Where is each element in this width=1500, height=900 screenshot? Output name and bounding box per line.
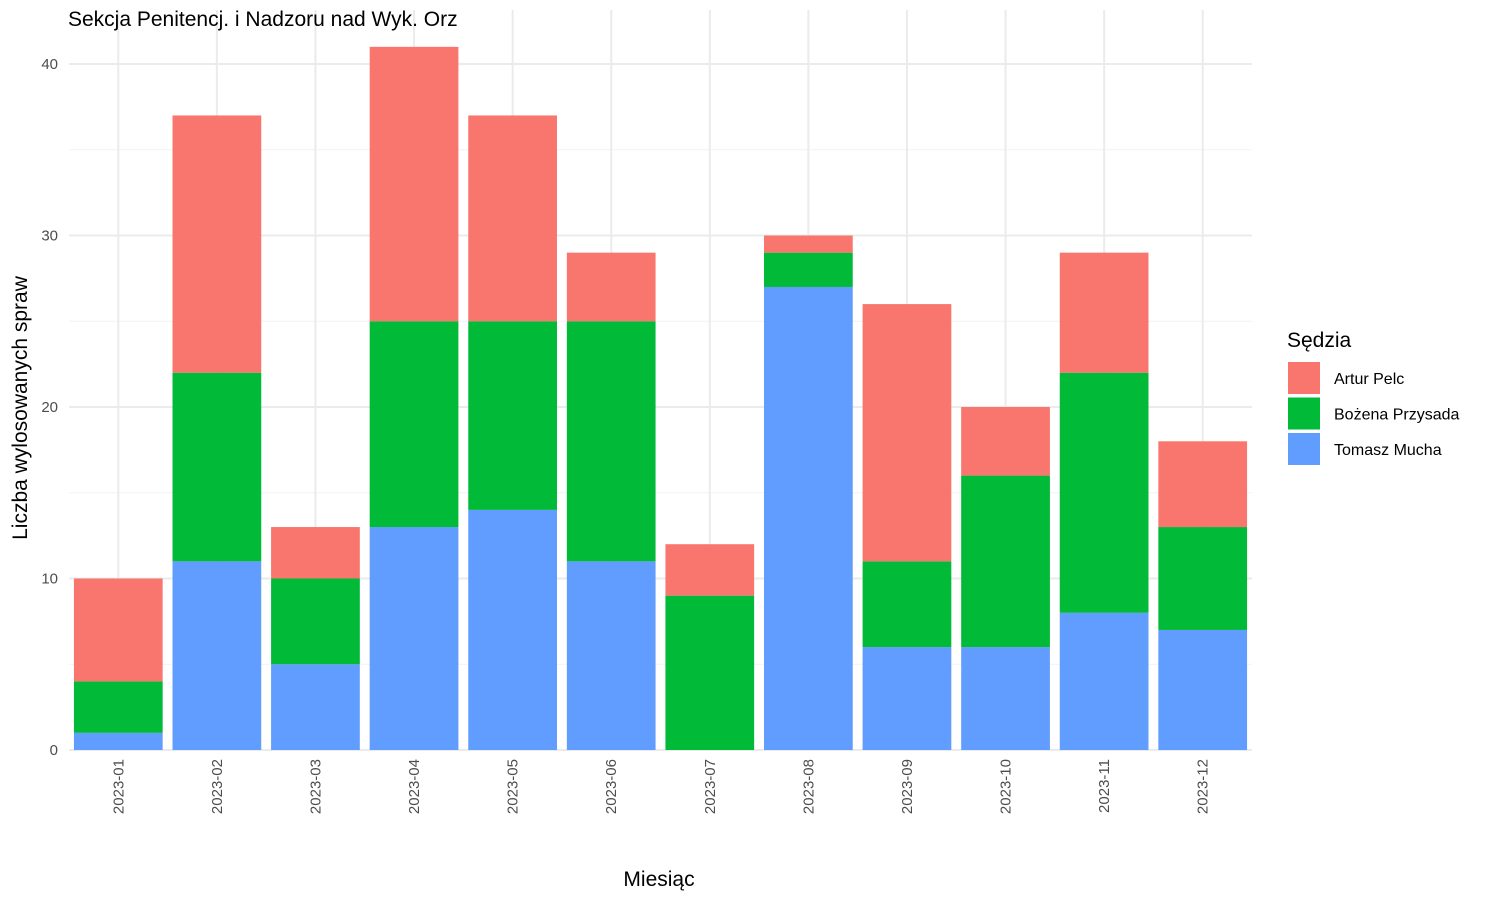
bars [73, 46, 1248, 750]
legend-items: Artur Pelc Bożena Przysada Tomasz Mucha [1288, 362, 1460, 465]
bar-segment [764, 286, 853, 750]
bar-segment [271, 578, 360, 665]
x-tick-label: 2023-02 [209, 759, 226, 814]
bar-segment [369, 46, 459, 322]
legend-swatch [1288, 433, 1320, 465]
x-tick-label: 2023-09 [899, 759, 916, 814]
bar-segment [961, 647, 1050, 750]
bar-segment [1158, 629, 1248, 750]
x-tick-label: 2023-06 [603, 759, 620, 814]
y-tick-label: 40 [41, 56, 58, 73]
bar-segment [172, 115, 262, 373]
bar-segment [1158, 527, 1248, 630]
bar-segment [172, 561, 262, 750]
x-tick-label: 2023-03 [307, 759, 324, 814]
y-tick-label: 10 [41, 571, 58, 588]
y-tick-label: 30 [41, 228, 58, 245]
y-tick-label: 0 [50, 742, 58, 759]
legend-label: Tomasz Mucha [1334, 442, 1442, 459]
bar-segment [665, 595, 755, 750]
x-axis-ticks: 2023-01 2023-02 2023-03 2023-04 2023-05 2023-… [110, 759, 1211, 814]
bar-segment [566, 561, 656, 750]
bar-segment [764, 235, 853, 253]
bar-segment [271, 664, 360, 750]
x-tick-label: 2023-11 [1096, 759, 1113, 813]
x-tick-label: 2023-07 [702, 759, 719, 814]
bar-segment [1059, 612, 1149, 750]
bar-segment [73, 681, 163, 733]
legend-title: Sędzia [1287, 329, 1352, 352]
chart-title: Sekcja Penitencj. i Nadzoru nad Wyk. Orz [68, 8, 458, 31]
bar-segment [73, 578, 163, 682]
x-tick-label: 2023-04 [406, 759, 423, 814]
legend-swatch [1288, 362, 1320, 394]
legend-label: Artur Pelc [1334, 371, 1404, 388]
x-tick-label: 2023-12 [1195, 759, 1212, 814]
x-tick-label: 2023-08 [800, 759, 817, 814]
x-axis-title: Miesiąc [623, 868, 694, 891]
legend-label: Bożena Przysada [1334, 407, 1460, 424]
bar-segment [1059, 252, 1149, 373]
bar-segment [862, 561, 952, 648]
bar-segment [961, 475, 1050, 648]
bar-segment [1059, 372, 1149, 613]
bar-segment [862, 647, 952, 750]
bar-segment [468, 115, 557, 322]
y-tick-label: 20 [41, 399, 58, 416]
bar-segment [961, 407, 1050, 476]
x-tick-label: 2023-10 [998, 759, 1015, 814]
x-tick-label: 2023-05 [505, 759, 522, 814]
bar-segment [369, 527, 459, 750]
legend: Sędzia Artur Pelc Bożena Przysada Tomasz M… [1287, 329, 1460, 465]
bar-segment [271, 527, 360, 579]
x-tick-label: 2023-01 [110, 759, 127, 814]
bar-segment [566, 321, 656, 562]
y-axis-title: Liczba wylosowanych spraw [9, 275, 32, 540]
bar-segment [468, 509, 557, 750]
bar-segment [665, 544, 755, 596]
bar-segment [172, 372, 262, 562]
legend-swatch [1288, 397, 1320, 430]
bar-segment [862, 304, 952, 562]
y-axis-ticks: 0 10 20 30 40 [41, 56, 58, 759]
bar-segment [468, 321, 557, 510]
bar-segment [73, 732, 163, 750]
bar-segment [369, 321, 459, 528]
bar-segment [1158, 441, 1248, 528]
bar-segment [764, 252, 853, 287]
bar-segment [566, 252, 656, 322]
